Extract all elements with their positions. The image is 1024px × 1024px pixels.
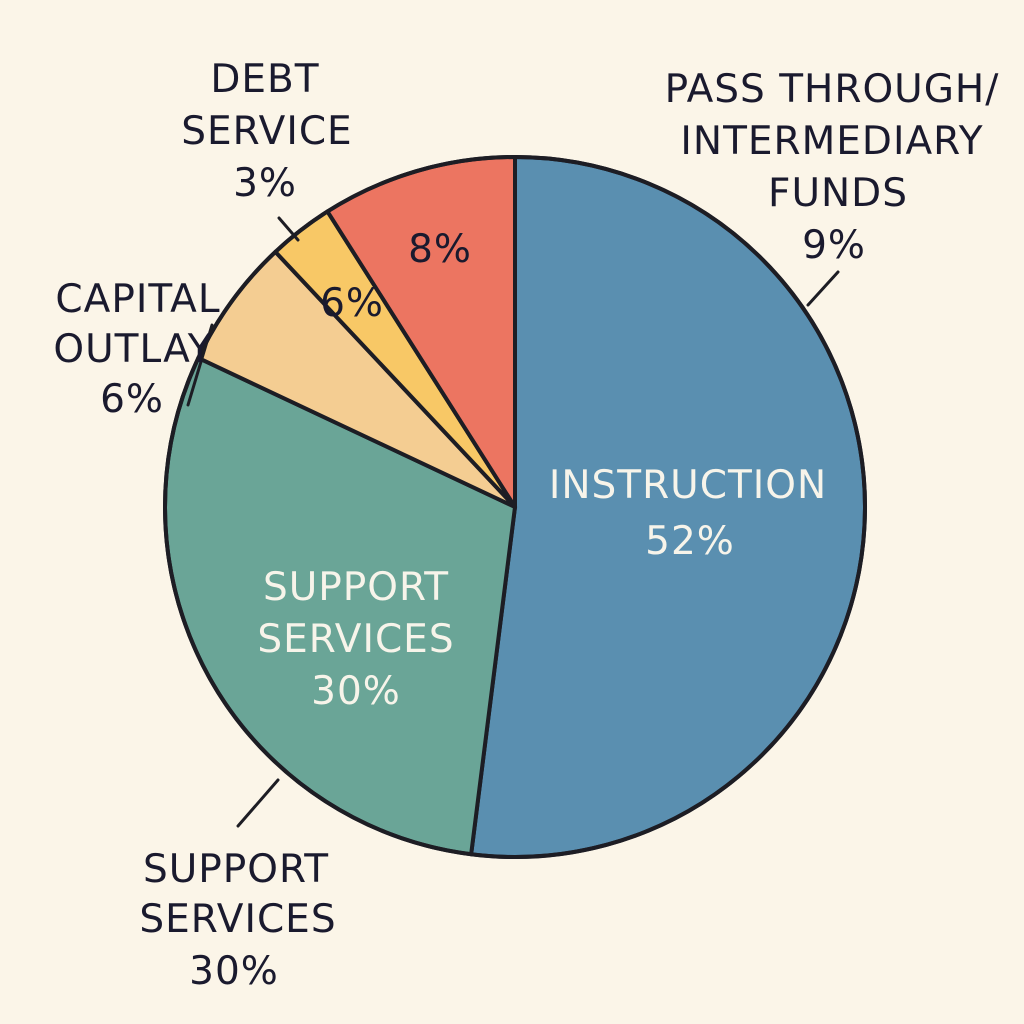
instruction-label: INSTRUCTION — [549, 463, 827, 508]
debt-service-label-line1: DEBT — [210, 57, 319, 102]
pie-slices — [163, 155, 867, 859]
pass-through-label-line3: FUNDS — [768, 171, 908, 216]
support-services-inner-label-line1: SUPPORT — [263, 565, 449, 610]
instruction-percent: 52% — [645, 519, 735, 564]
inner-labels: INSTRUCTION 52% SUPPORT SERVICES 30% 6% … — [257, 227, 827, 714]
pass-through-label-line1: PASS THROUGH/ — [665, 67, 1000, 112]
outer-labels: DEBT SERVICE 3% PASS THROUGH/ INTERMEDIA… — [53, 57, 1000, 994]
pass-through-percent: 9% — [802, 223, 866, 268]
capital-outlay-label-line2: OUTLAY — [53, 327, 212, 372]
red-slice-percent: 8% — [408, 227, 472, 272]
leader-line-debt-service — [277, 216, 300, 242]
support-services-outer-label-line1: SUPPORT — [143, 847, 329, 892]
debt-service-label-line2: SERVICE — [181, 109, 352, 154]
pie-outline — [163, 155, 867, 859]
pass-through-label-line2: INTERMEDIARY — [680, 119, 983, 164]
leader-lines — [186, 216, 840, 828]
leader-line-support-services — [236, 778, 280, 828]
support-services-inner-percent: 30% — [311, 669, 401, 714]
leader-line-pass-through — [806, 270, 840, 307]
leader-line-capital-outlay — [186, 323, 214, 407]
capital-outlay-label-line1: CAPITAL — [55, 277, 220, 322]
capital-outlay-percent: 6% — [100, 377, 164, 422]
support-services-outer-label-line2: SERVICES — [139, 897, 336, 942]
debt-service-percent: 3% — [233, 161, 297, 206]
support-services-inner-label-line2: SERVICES — [257, 617, 454, 662]
yellow-slice-percent: 6% — [320, 281, 384, 326]
support-services-outer-percent: 30% — [189, 949, 279, 994]
